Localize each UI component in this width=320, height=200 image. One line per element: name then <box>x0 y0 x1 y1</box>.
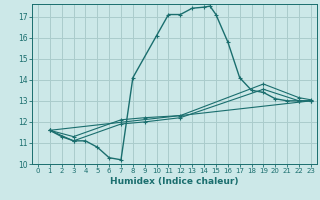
X-axis label: Humidex (Indice chaleur): Humidex (Indice chaleur) <box>110 177 239 186</box>
